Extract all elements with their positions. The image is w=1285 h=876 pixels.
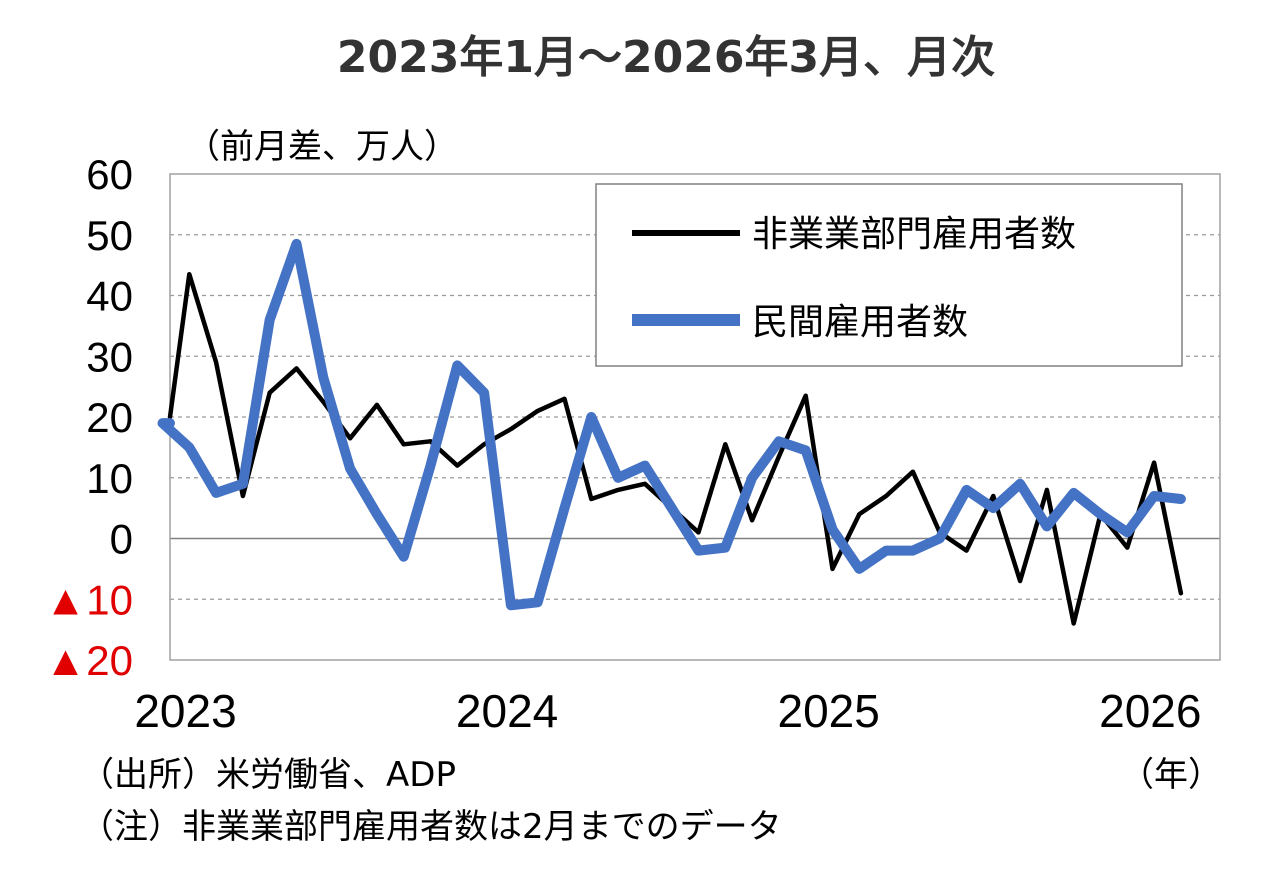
y-tick-label: 0 (110, 516, 133, 563)
series-line-private (157, 238, 1186, 611)
x-tick-label: 2023 (134, 685, 236, 737)
x-tick-label: 2026 (1099, 685, 1201, 737)
y-tick-label: 30 (86, 333, 133, 380)
x-axis: 2023 2024 2025 2026 (134, 685, 1201, 737)
x-axis-unit-label: （年） (1120, 755, 1222, 795)
y-tick-label: 40 (86, 273, 133, 320)
x-tick-label: 2025 (778, 685, 880, 737)
legend-label-private: 民間雇用者数 (752, 302, 968, 343)
chart-title: 2023年1月～2026年3月、月次 (337, 32, 995, 83)
legend-box (595, 183, 1183, 367)
y-tick-label: 20 (86, 394, 133, 441)
legend: 非業業部門雇用者数 民間雇用者数 (595, 183, 1183, 367)
y-tick-label: ▲10 (45, 576, 133, 623)
y-tick-label: ▲20 (45, 637, 133, 684)
source-note: （出所）米労働省、ADP (80, 755, 456, 795)
y-tick-label: 50 (86, 212, 133, 259)
y-axis: 60 50 40 30 20 10 0 ▲10 ▲20 (45, 151, 133, 684)
y-tick-label: 10 (86, 455, 133, 502)
y-axis-unit-label: （前月差、万人） (186, 127, 458, 167)
legend-label-nonfarm: 非業業部門雇用者数 (752, 214, 1076, 255)
x-tick-label: 2024 (456, 685, 558, 737)
data-note: （注）非業業部門雇用者数は2月までのデータ (80, 807, 782, 847)
series-lines (157, 238, 1186, 626)
y-tick-label: 60 (86, 151, 133, 198)
